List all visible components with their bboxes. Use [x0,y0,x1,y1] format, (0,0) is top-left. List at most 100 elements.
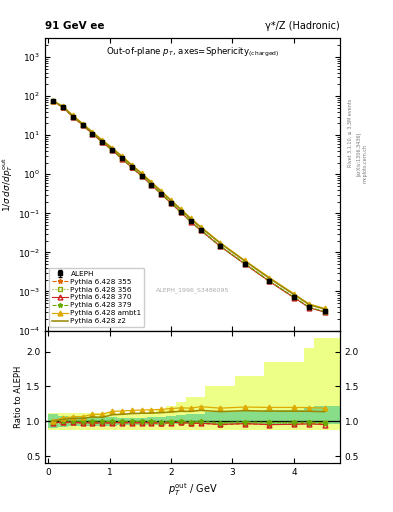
Pythia 6.428 ambt1 [169,197,173,203]
Pythia 6.428 355 [110,147,114,154]
Pythia 6.428 z2 [61,103,65,110]
Pythia 6.428 370 [100,139,105,145]
Pythia 6.428 ambt1 [218,240,222,246]
Pythia 6.428 379 [61,104,65,110]
Pythia 6.428 z2 [100,138,105,144]
Pythia 6.428 z2 [292,291,296,297]
Line: Pythia 6.428 370: Pythia 6.428 370 [51,99,327,314]
Pythia 6.428 370 [80,122,85,128]
Pythia 6.428 356 [169,200,173,206]
Pythia 6.428 379 [100,139,105,145]
Pythia 6.428 355 [188,219,193,225]
Text: mcplots.cern.ch: mcplots.cern.ch [362,144,367,183]
Pythia 6.428 370 [322,309,327,315]
Pythia 6.428 379 [307,304,312,310]
Pythia 6.428 370 [70,114,75,120]
Text: ALEPH_1996_S3486095: ALEPH_1996_S3486095 [156,287,229,292]
Pythia 6.428 370 [188,219,193,225]
Pythia 6.428 356 [61,104,65,110]
Line: Pythia 6.428 355: Pythia 6.428 355 [51,99,327,314]
Pythia 6.428 370 [110,147,114,153]
Pythia 6.428 355 [292,294,296,301]
Pythia 6.428 356 [159,191,163,197]
Pythia 6.428 356 [100,139,105,145]
Pythia 6.428 356 [188,219,193,225]
Pythia 6.428 379 [292,294,296,300]
Pythia 6.428 355 [80,122,85,129]
Pythia 6.428 ambt1 [139,170,144,176]
Pythia 6.428 379 [129,164,134,170]
Pythia 6.428 z2 [218,240,222,246]
Pythia 6.428 ambt1 [198,223,203,229]
Pythia 6.428 z2 [198,224,203,230]
Pythia 6.428 356 [267,278,272,284]
Pythia 6.428 z2 [149,180,154,186]
Text: Out-of-plane $p_T$, axes=Sphericity$_{\rm (charged)}$: Out-of-plane $p_T$, axes=Sphericity$_{\r… [106,46,279,59]
Pythia 6.428 z2 [110,145,114,152]
Y-axis label: $1/\sigma\,d\sigma/dp_T^{\rm out}$: $1/\sigma\,d\sigma/dp_T^{\rm out}$ [0,157,15,211]
Pythia 6.428 355 [149,182,154,188]
Pythia 6.428 ambt1 [80,120,85,126]
Pythia 6.428 370 [267,279,272,285]
Pythia 6.428 370 [178,209,183,216]
Pythia 6.428 z2 [267,275,272,281]
Pythia 6.428 355 [242,261,247,267]
Pythia 6.428 356 [198,227,203,233]
Pythia 6.428 356 [322,309,327,315]
Pythia 6.428 356 [110,147,114,153]
Pythia 6.428 355 [322,309,327,315]
Pythia 6.428 355 [129,164,134,170]
Pythia 6.428 370 [169,200,173,206]
Pythia 6.428 356 [242,261,247,267]
Text: [arXiv:1306.3436]: [arXiv:1306.3436] [356,132,361,176]
Pythia 6.428 355 [159,191,163,197]
Pythia 6.428 379 [198,227,203,233]
Pythia 6.428 379 [322,309,327,315]
Pythia 6.428 ambt1 [119,153,124,159]
Pythia 6.428 379 [149,181,154,187]
Text: 91 GeV ee: 91 GeV ee [45,21,105,31]
Text: Rivet 3.1.10, ≥ 3.3M events: Rivet 3.1.10, ≥ 3.3M events [348,99,353,167]
Pythia 6.428 ambt1 [110,144,114,151]
Pythia 6.428 356 [292,294,296,301]
Pythia 6.428 356 [80,122,85,128]
Pythia 6.428 z2 [169,198,173,204]
Pythia 6.428 z2 [119,154,124,160]
Pythia 6.428 z2 [90,130,95,136]
Pythia 6.428 355 [70,114,75,120]
Pythia 6.428 379 [188,218,193,224]
Pythia 6.428 356 [90,131,95,137]
Pythia 6.428 z2 [178,207,183,213]
Pythia 6.428 379 [139,173,144,179]
Pythia 6.428 370 [119,156,124,162]
Pythia 6.428 z2 [322,306,327,312]
Pythia 6.428 379 [110,147,114,153]
Pythia 6.428 370 [198,227,203,233]
Pythia 6.428 370 [129,164,134,170]
Pythia 6.428 ambt1 [322,305,327,311]
Pythia 6.428 355 [119,156,124,162]
Pythia 6.428 356 [178,209,183,215]
Pythia 6.428 379 [159,190,163,197]
Pythia 6.428 z2 [70,113,75,119]
Pythia 6.428 356 [129,164,134,170]
Pythia 6.428 355 [100,139,105,145]
Pythia 6.428 370 [159,191,163,197]
Pythia 6.428 ambt1 [129,162,134,168]
Line: Pythia 6.428 z2: Pythia 6.428 z2 [53,101,325,309]
Pythia 6.428 355 [307,304,312,310]
Pythia 6.428 ambt1 [51,98,55,104]
Pythia 6.428 370 [218,243,222,249]
Pythia 6.428 356 [119,156,124,162]
Pythia 6.428 z2 [129,162,134,168]
Pythia 6.428 370 [51,98,55,104]
Line: Pythia 6.428 356: Pythia 6.428 356 [51,99,327,314]
Pythia 6.428 356 [139,173,144,179]
Pythia 6.428 ambt1 [149,179,154,185]
Y-axis label: Ratio to ALEPH: Ratio to ALEPH [14,366,23,428]
Pythia 6.428 355 [198,227,203,233]
Pythia 6.428 379 [242,261,247,267]
Pythia 6.428 379 [267,278,272,284]
Pythia 6.428 370 [139,173,144,179]
Text: γ*/Z (Hadronic): γ*/Z (Hadronic) [265,21,340,31]
